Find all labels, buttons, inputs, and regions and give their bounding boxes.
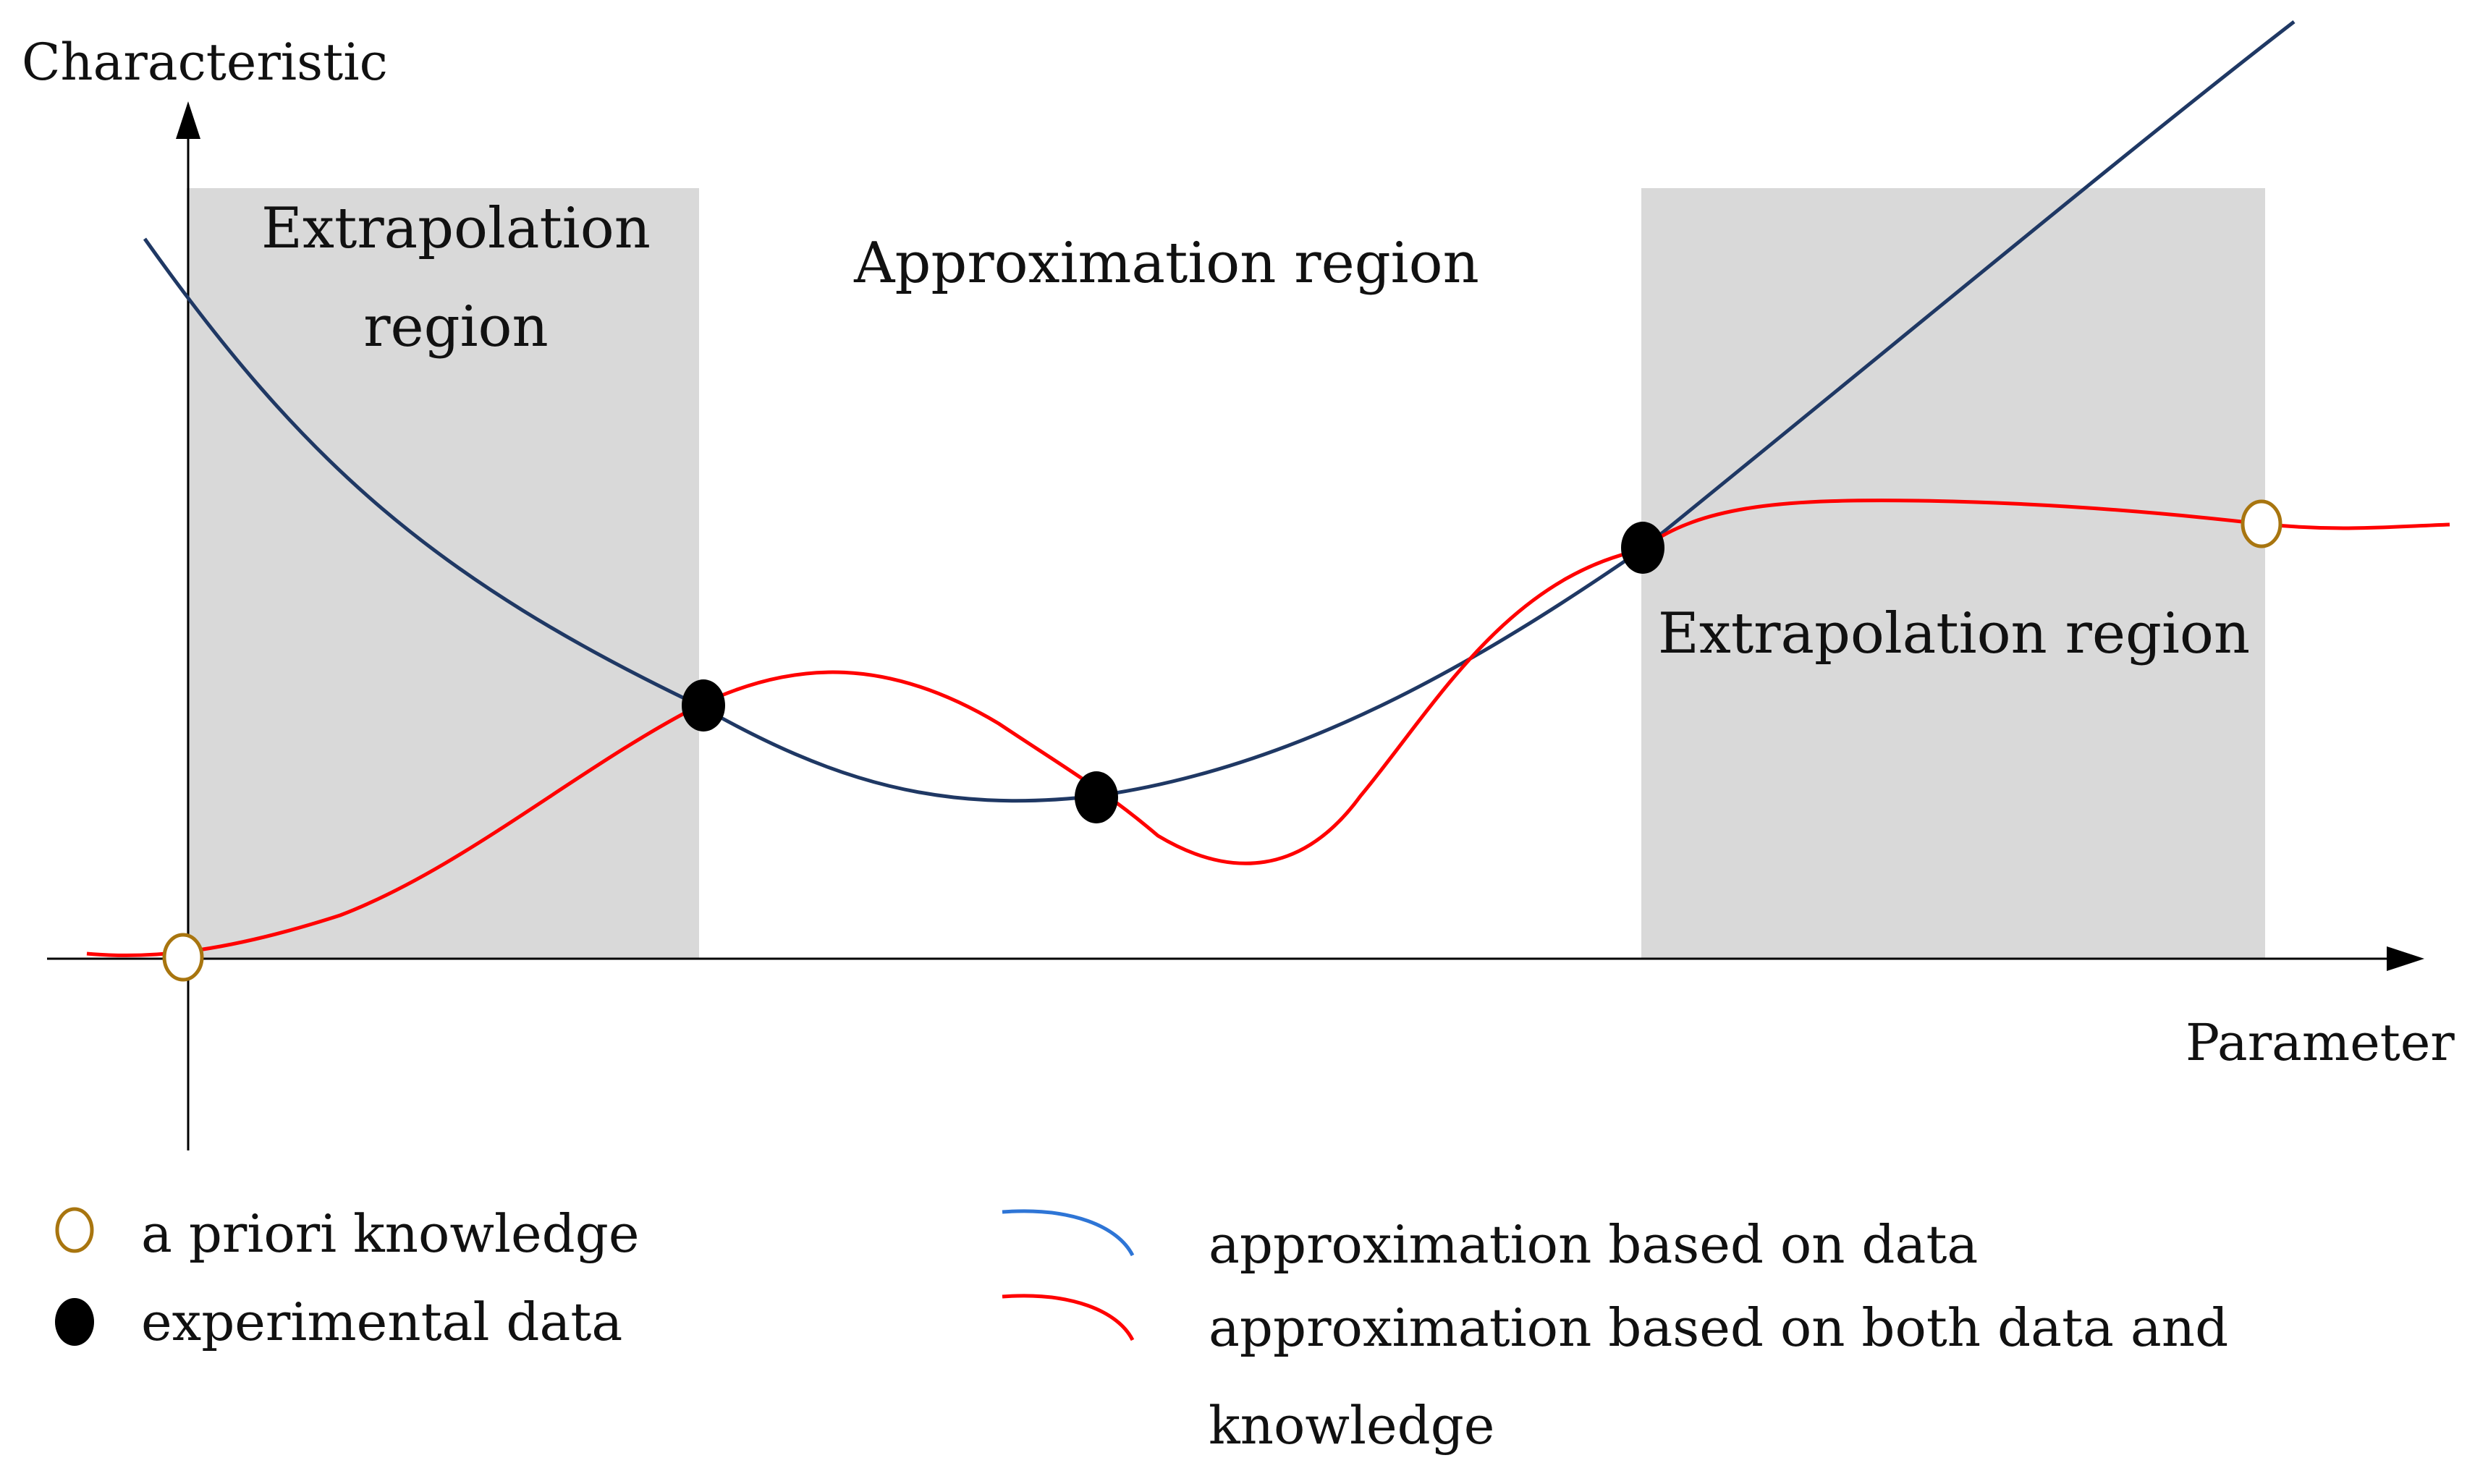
legend-apriori-marker xyxy=(55,1207,94,1253)
x-axis-arrowhead xyxy=(2387,946,2424,971)
left-region-label-line2: region xyxy=(363,294,549,360)
middle-region-label: Approximation region xyxy=(853,231,1479,296)
left-extrapolation-region xyxy=(187,188,699,959)
legend-both-approx-label-line1: approximation based on both data and xyxy=(1209,1297,2228,1358)
legend-data-approx-swatch xyxy=(1002,1209,1135,1257)
y-axis-label: Characteristic xyxy=(22,33,388,92)
right-extrapolation-region xyxy=(1641,188,2265,959)
a-priori-knowledge-point xyxy=(2241,499,2282,548)
legend-apriori-label: a priori knowledge xyxy=(141,1203,639,1264)
experimental-data-point xyxy=(1621,522,1664,574)
legend-experimental-marker xyxy=(55,1298,94,1346)
a-priori-knowledge-point xyxy=(162,933,204,982)
legend-both-approx-swatch xyxy=(1002,1294,1135,1341)
left-region-label-line1: Extrapolation xyxy=(261,196,651,261)
experimental-data-point xyxy=(682,679,725,732)
data-approximation-curve xyxy=(143,20,2296,803)
experimental-data-point xyxy=(1075,771,1118,823)
legend-experimental-label: experimental data xyxy=(141,1292,622,1352)
legend-data-approx-label: approximation based on data xyxy=(1209,1214,1978,1275)
legend-both-approx-label-line2: knowledge xyxy=(1209,1395,1494,1456)
combined-approximation-curve xyxy=(86,499,2450,957)
y-axis-arrowhead xyxy=(176,101,200,139)
x-axis-label: Parameter xyxy=(2186,1013,2455,1072)
right-region-label: Extrapolation region xyxy=(1658,601,2250,666)
